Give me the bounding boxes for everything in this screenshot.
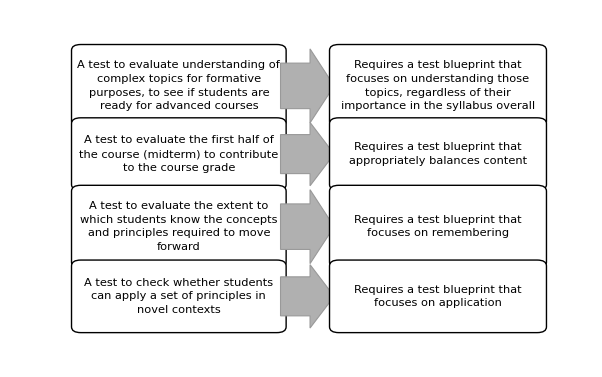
FancyBboxPatch shape <box>72 260 286 333</box>
Text: A test to evaluate the extent to
which students know the concepts
and principles: A test to evaluate the extent to which s… <box>80 201 278 252</box>
Text: Requires a test blueprint that
focuses on remembering: Requires a test blueprint that focuses o… <box>354 215 522 239</box>
Polygon shape <box>281 190 334 264</box>
Polygon shape <box>281 123 334 186</box>
Polygon shape <box>281 49 334 123</box>
Text: A test to check whether students
can apply a set of principles in
novel contexts: A test to check whether students can app… <box>84 278 273 315</box>
Text: Requires a test blueprint that
focuses on application: Requires a test blueprint that focuses o… <box>354 285 522 308</box>
Polygon shape <box>281 265 334 328</box>
FancyBboxPatch shape <box>329 44 547 127</box>
FancyBboxPatch shape <box>72 44 286 127</box>
FancyBboxPatch shape <box>72 185 286 268</box>
FancyBboxPatch shape <box>329 260 547 333</box>
Text: A test to evaluate the first half of
the course (midterm) to contribute
to the c: A test to evaluate the first half of the… <box>79 135 279 173</box>
FancyBboxPatch shape <box>72 118 286 190</box>
Text: Requires a test blueprint that
focuses on understanding those
topics, regardless: Requires a test blueprint that focuses o… <box>341 60 535 111</box>
FancyBboxPatch shape <box>329 118 547 190</box>
FancyBboxPatch shape <box>329 185 547 268</box>
Text: A test to evaluate understanding of
complex topics for formative
purposes, to se: A test to evaluate understanding of comp… <box>78 60 281 111</box>
Text: Requires a test blueprint that
appropriately balances content: Requires a test blueprint that appropria… <box>349 142 527 166</box>
